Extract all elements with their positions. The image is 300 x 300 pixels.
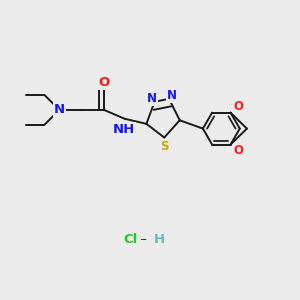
Text: NH: NH: [113, 123, 135, 136]
Text: H: H: [153, 233, 164, 246]
Text: N: N: [167, 89, 177, 102]
Text: O: O: [234, 144, 244, 157]
Text: O: O: [234, 100, 244, 113]
Text: N: N: [147, 92, 157, 105]
Text: –: –: [136, 233, 152, 246]
Text: Cl: Cl: [124, 233, 138, 246]
Text: S: S: [160, 140, 169, 153]
Text: N: N: [54, 103, 65, 116]
Text: O: O: [98, 76, 110, 89]
